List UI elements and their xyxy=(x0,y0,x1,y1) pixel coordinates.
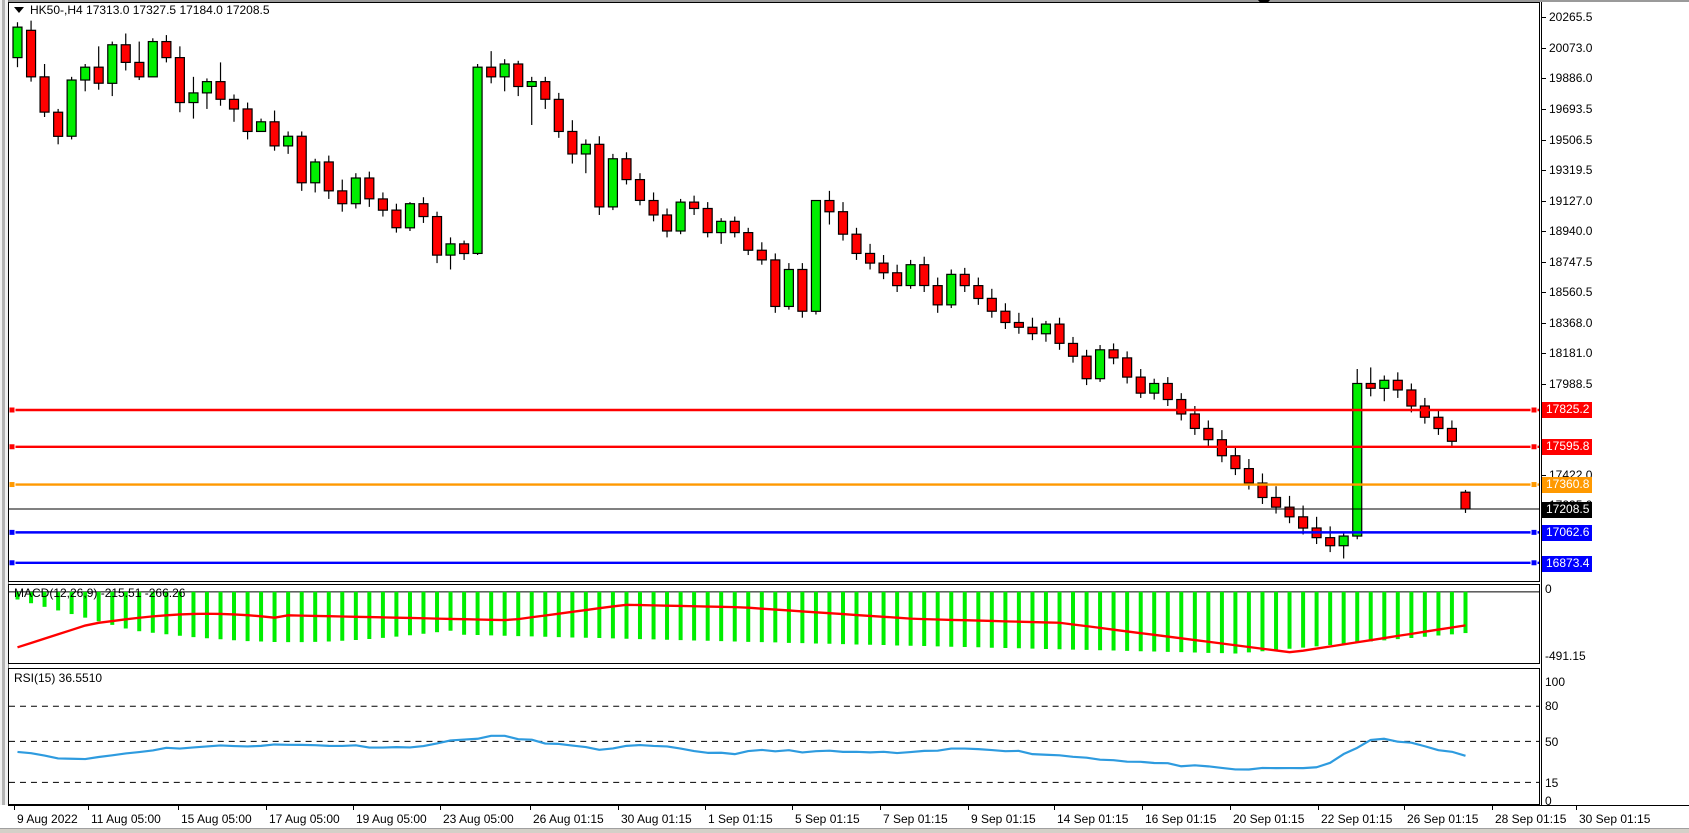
price-scale-axis xyxy=(1541,2,1542,805)
time-tick-label: 19 Aug 05:00 xyxy=(356,812,427,826)
time-tick xyxy=(1230,806,1231,810)
rsi-plot xyxy=(9,705,1539,783)
macd-tick-label: -491.15 xyxy=(1545,649,1586,663)
rsi-tick-label: 0 xyxy=(1545,794,1552,808)
time-tick-label: 7 Sep 01:15 xyxy=(883,812,948,826)
time-tick xyxy=(618,806,619,810)
time-tick xyxy=(353,806,354,810)
window-bottom-edge xyxy=(0,828,1689,833)
rsi-tick-label: 80 xyxy=(1545,698,1559,713)
time-tick-label: 9 Aug 2022 xyxy=(17,812,78,826)
time-tick-label: 23 Aug 05:00 xyxy=(443,812,514,826)
price-level-badge-support-1[interactable]: 17062.6 xyxy=(1542,525,1593,542)
time-tick-label: 30 Aug 01:15 xyxy=(621,812,692,826)
time-tick-label: 9 Sep 01:15 xyxy=(971,812,1036,826)
price-tick xyxy=(1541,109,1546,111)
price-tick xyxy=(1541,169,1546,171)
price-tick-label: 19886.0 xyxy=(1549,71,1593,86)
price-tick xyxy=(1541,261,1546,263)
price-scale[interactable]: 20265.5 20073.0 19886.0 19693.5 19506.5 19319… xyxy=(1541,2,1689,808)
candlestick-plot xyxy=(9,20,1539,567)
price-tick-label: 19693.5 xyxy=(1549,102,1593,117)
time-tick xyxy=(440,806,441,810)
macd-plot xyxy=(9,591,1539,654)
time-tick xyxy=(14,806,15,810)
price-tick xyxy=(1541,48,1546,50)
time-axis[interactable]: 9 Aug 2022 11 Aug 05:00 15 Aug 05:00 17 Aug… xyxy=(8,805,1689,833)
time-tick xyxy=(88,806,89,810)
time-tick xyxy=(1404,806,1405,810)
symbol-dropdown-icon[interactable] xyxy=(14,7,24,13)
price-level-badge-pivot[interactable]: 17360.8 xyxy=(1542,477,1593,494)
time-tick-label: 16 Sep 01:15 xyxy=(1145,812,1217,826)
time-tick xyxy=(880,806,881,810)
price-tick xyxy=(1541,200,1546,202)
price-tick-label: 20265.5 xyxy=(1549,10,1593,25)
time-tick xyxy=(266,806,267,810)
price-level-badge-resistance-1[interactable]: 17825.2 xyxy=(1542,402,1593,419)
left-scroll-thumb[interactable] xyxy=(2,0,5,805)
price-tick-label: 18181.0 xyxy=(1549,346,1593,361)
price-tick-label: 19319.5 xyxy=(1549,162,1593,177)
time-tick xyxy=(1142,806,1143,810)
price-tick xyxy=(1541,353,1546,355)
time-tick xyxy=(178,806,179,810)
price-tick xyxy=(1541,230,1546,232)
time-tick-label: 15 Aug 05:00 xyxy=(181,812,252,826)
rsi-tick-label: 100 xyxy=(1545,675,1566,689)
time-tick xyxy=(1576,806,1577,810)
time-tick xyxy=(968,806,969,810)
price-tick-label: 17988.5 xyxy=(1549,377,1593,392)
time-tick xyxy=(1054,806,1055,810)
time-tick xyxy=(1318,806,1319,810)
time-tick-label: 1 Sep 01:15 xyxy=(708,812,773,826)
price-tick-label: 19127.0 xyxy=(1549,193,1593,208)
price-tick-label: 20073.0 xyxy=(1549,41,1593,56)
time-tick-label: 5 Sep 01:15 xyxy=(795,812,860,826)
time-tick xyxy=(792,806,793,810)
rsi-tick-label: 15 xyxy=(1545,776,1559,791)
time-tick xyxy=(705,806,706,810)
time-tick-label: 26 Aug 01:15 xyxy=(533,812,604,826)
time-tick xyxy=(1492,806,1493,810)
price-tick xyxy=(1541,78,1546,80)
time-tick-label: 20 Sep 01:15 xyxy=(1233,812,1305,826)
time-tick-label: 17 Aug 05:00 xyxy=(269,812,340,826)
price-tick xyxy=(1541,139,1546,141)
price-tick-label: 18940.0 xyxy=(1549,223,1593,238)
time-tick-label: 26 Sep 01:15 xyxy=(1407,812,1479,826)
macd-indicator-pane[interactable] xyxy=(8,584,1540,664)
price-level-badge-resistance-2[interactable]: 17595.8 xyxy=(1542,439,1593,456)
rsi-indicator-pane[interactable] xyxy=(8,668,1540,805)
price-tick xyxy=(1541,322,1546,324)
time-tick-label: 30 Sep 01:15 xyxy=(1579,812,1651,826)
price-tick xyxy=(1541,17,1546,19)
rsi-caption: RSI(15) 36.5510 xyxy=(14,671,103,685)
price-level-badge-support-2[interactable]: 16873.4 xyxy=(1542,555,1593,572)
macd-caption: MACD(12,26,9) -215.51 -266.26 xyxy=(14,586,186,600)
rsi-tick-label: 50 xyxy=(1545,734,1559,749)
price-tick xyxy=(1541,475,1546,477)
price-chart-pane[interactable] xyxy=(8,2,1540,582)
price-tick xyxy=(1541,384,1546,386)
price-tick-label: 18368.0 xyxy=(1549,315,1593,330)
symbol-header: HK50-,H4 17313.0 17327.5 17184.0 17208.5 xyxy=(14,3,270,17)
macd-tick-label: 0 xyxy=(1545,582,1552,596)
time-tick-label: 11 Aug 05:00 xyxy=(91,812,161,826)
time-tick-label: 14 Sep 01:15 xyxy=(1057,812,1129,826)
symbol-header-text: HK50-,H4 17313.0 17327.5 17184.0 17208.5 xyxy=(30,3,270,17)
time-tick-label: 28 Sep 01:15 xyxy=(1495,812,1567,826)
time-tick-label: 22 Sep 01:15 xyxy=(1321,812,1393,826)
time-tick xyxy=(530,806,531,810)
price-tick-label: 19506.5 xyxy=(1549,132,1593,147)
price-level-badge-current-price[interactable]: 17208.5 xyxy=(1542,501,1593,518)
price-tick-label: 18747.5 xyxy=(1549,254,1593,269)
price-tick-label: 18560.5 xyxy=(1549,284,1593,299)
price-tick xyxy=(1541,291,1546,293)
